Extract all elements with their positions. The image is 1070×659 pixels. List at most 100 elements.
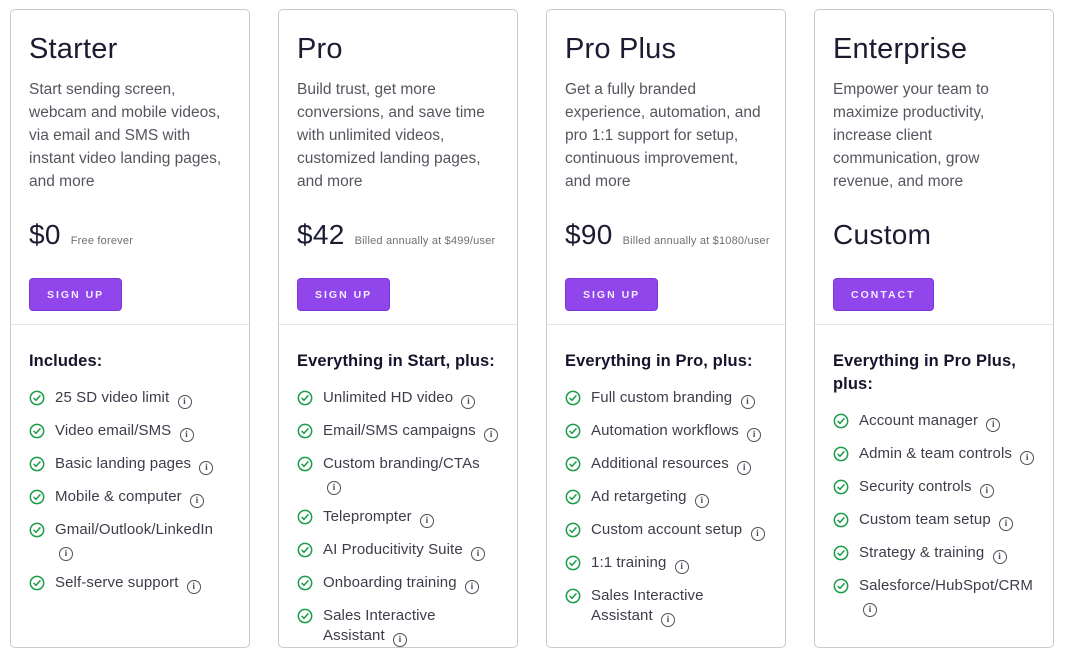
check-circle-icon bbox=[29, 575, 45, 591]
info-icon[interactable]: i bbox=[737, 461, 752, 475]
info-icon[interactable]: i bbox=[740, 395, 755, 409]
pricing-plans: Starter Start sending screen, webcam and… bbox=[10, 9, 1060, 648]
info-icon[interactable]: i bbox=[199, 461, 214, 475]
info-icon[interactable]: i bbox=[747, 428, 762, 442]
check-circle-icon bbox=[833, 413, 849, 429]
feature-list: Account manager i Admin & team controls i… bbox=[833, 411, 1035, 617]
info-icon[interactable]: i bbox=[190, 494, 205, 508]
feature-label: 25 SD video limit i bbox=[55, 388, 192, 409]
plan-features-section: Includes: 25 SD video limit i Video email… bbox=[11, 324, 249, 606]
feature-list: Full custom branding i Automation workflo… bbox=[565, 388, 767, 627]
plan-card-pro-plus: Pro Plus Get a fully branded experience,… bbox=[546, 9, 786, 648]
feature-item: Unlimited HD video i bbox=[297, 388, 499, 409]
feature-label: Email/SMS campaigns i bbox=[323, 421, 499, 442]
check-circle-icon bbox=[565, 555, 581, 571]
features-heading: Includes: bbox=[29, 352, 103, 370]
info-icon[interactable]: i bbox=[992, 550, 1007, 564]
plan-price: $90 bbox=[565, 219, 613, 250]
feature-label: Unlimited HD video i bbox=[323, 388, 476, 409]
sign-up-button[interactable]: SIGN UP bbox=[29, 278, 123, 311]
feature-item: Self-serve support i bbox=[29, 573, 231, 594]
info-icon[interactable]: i bbox=[1020, 451, 1035, 465]
plan-card-top: Pro Plus Get a fully branded experience,… bbox=[547, 10, 785, 311]
info-icon[interactable]: i bbox=[327, 481, 341, 495]
feature-item: Account manager i bbox=[833, 411, 1035, 432]
sign-up-button[interactable]: SIGN UP bbox=[297, 278, 391, 311]
info-icon[interactable]: i bbox=[863, 603, 877, 617]
check-circle-icon bbox=[833, 512, 849, 528]
info-icon[interactable]: i bbox=[979, 484, 994, 498]
info-icon[interactable]: i bbox=[420, 514, 435, 528]
sign-up-button[interactable]: SIGN UP bbox=[565, 278, 659, 311]
plan-price: $0 bbox=[29, 219, 61, 250]
info-icon[interactable]: i bbox=[461, 395, 476, 409]
info-icon[interactable]: i bbox=[986, 418, 1001, 432]
feature-item: Gmail/Outlook/LinkedIn i bbox=[29, 520, 231, 561]
feature-item: Video email/SMS i bbox=[29, 421, 231, 442]
info-icon[interactable]: i bbox=[177, 395, 192, 409]
info-icon[interactable]: i bbox=[464, 580, 479, 594]
feature-label: Account manager i bbox=[859, 411, 1001, 432]
info-icon[interactable]: i bbox=[393, 633, 408, 647]
check-circle-icon bbox=[565, 423, 581, 439]
check-circle-icon bbox=[297, 608, 313, 624]
info-icon[interactable]: i bbox=[694, 494, 709, 508]
plan-features-section: Everything in Pro, plus: Full custom bra… bbox=[547, 324, 785, 639]
features-heading: Everything in Pro Plus, plus: bbox=[833, 352, 1016, 393]
info-icon[interactable]: i bbox=[484, 428, 499, 442]
feature-item: Basic landing pages i bbox=[29, 454, 231, 475]
feature-label: Admin & team controls i bbox=[859, 444, 1035, 465]
info-icon[interactable]: i bbox=[750, 527, 765, 541]
check-circle-icon bbox=[833, 446, 849, 462]
check-circle-icon bbox=[29, 390, 45, 406]
feature-label: Self-serve support i bbox=[55, 573, 201, 594]
info-icon[interactable]: i bbox=[186, 580, 201, 594]
plan-card-starter: Starter Start sending screen, webcam and… bbox=[10, 9, 250, 648]
feature-label: Strategy & training i bbox=[859, 543, 1007, 564]
features-heading: Everything in Start, plus: bbox=[297, 352, 495, 370]
feature-item: 1:1 training i bbox=[565, 553, 767, 574]
info-icon[interactable]: i bbox=[471, 547, 486, 561]
feature-item: Email/SMS campaigns i bbox=[297, 421, 499, 442]
plan-card-enterprise: Enterprise Empower your team to maximize… bbox=[814, 9, 1054, 648]
contact-button[interactable]: CONTACT bbox=[833, 278, 934, 311]
check-circle-icon bbox=[297, 390, 313, 406]
feature-item: Custom account setup i bbox=[565, 520, 767, 541]
feature-item: Admin & team controls i bbox=[833, 444, 1035, 465]
info-icon[interactable]: i bbox=[674, 560, 689, 574]
info-icon[interactable]: i bbox=[999, 517, 1014, 531]
plan-price-note: Billed annually at $1080/user bbox=[622, 235, 770, 247]
feature-item: Ad retargeting i bbox=[565, 487, 767, 508]
info-icon[interactable]: i bbox=[179, 428, 194, 442]
feature-label: AI Producitivity Suite i bbox=[323, 540, 486, 561]
feature-list: Unlimited HD video i Email/SMS campaigns … bbox=[297, 388, 499, 647]
feature-label: Full custom branding i bbox=[591, 388, 755, 409]
feature-item: Full custom branding i bbox=[565, 388, 767, 409]
feature-item: AI Producitivity Suite i bbox=[297, 540, 499, 561]
plan-title: Starter bbox=[29, 33, 118, 65]
feature-label: Sales Interactive Assistant i bbox=[591, 587, 704, 627]
features-heading: Everything in Pro, plus: bbox=[565, 352, 753, 370]
check-circle-icon bbox=[297, 542, 313, 558]
feature-label: Custom branding/CTAs i bbox=[323, 455, 480, 495]
feature-label: Ad retargeting i bbox=[591, 487, 709, 508]
feature-label: 1:1 training i bbox=[591, 553, 689, 574]
feature-label: Onboarding training i bbox=[323, 573, 479, 594]
plan-features-section: Everything in Pro Plus, plus: Account ma… bbox=[815, 324, 1053, 629]
plan-description: Get a fully branded experience, automati… bbox=[565, 81, 761, 190]
feature-list: 25 SD video limit i Video email/SMS i Basi… bbox=[29, 388, 231, 594]
info-icon[interactable]: i bbox=[661, 613, 676, 627]
info-icon[interactable]: i bbox=[59, 547, 73, 561]
check-circle-icon bbox=[833, 479, 849, 495]
feature-item: Sales Interactive Assistant i bbox=[297, 606, 499, 647]
feature-label: Custom team setup i bbox=[859, 510, 1014, 531]
check-circle-icon bbox=[565, 489, 581, 505]
check-circle-icon bbox=[565, 390, 581, 406]
feature-label: Sales Interactive Assistant i bbox=[323, 607, 436, 647]
feature-item: Security controls i bbox=[833, 477, 1035, 498]
plan-card-top: Enterprise Empower your team to maximize… bbox=[815, 10, 1053, 311]
plan-features-section: Everything in Start, plus: Unlimited HD … bbox=[279, 324, 517, 659]
feature-item: Additional resources i bbox=[565, 454, 767, 475]
plan-card-top: Pro Build trust, get more conversions, a… bbox=[279, 10, 517, 311]
feature-item: Mobile & computer i bbox=[29, 487, 231, 508]
